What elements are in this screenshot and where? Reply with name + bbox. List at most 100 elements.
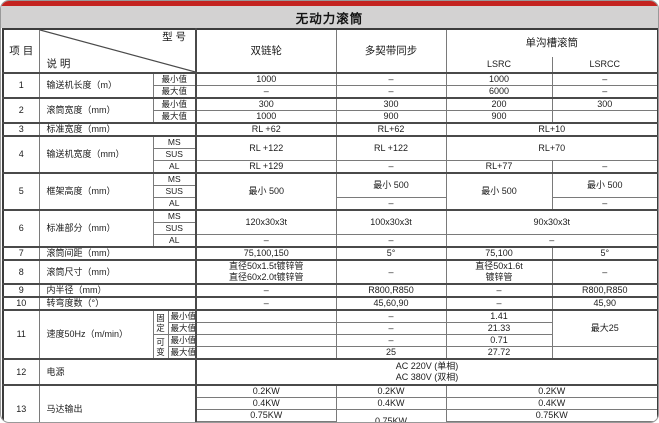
r8-lsrc-line2: 镀锌管 (485, 272, 513, 282)
r5-al-label: AL (152, 197, 197, 211)
cell-r11-fmin-mb: – (335, 309, 447, 323)
cell-r9-lsrc: – (445, 283, 553, 298)
cell-r5-al-lsrcc: – (551, 197, 658, 211)
cell-r1-max-mb: – (335, 85, 447, 99)
cell-r2-min-mb: 300 (335, 97, 447, 111)
cell-r2-max-mb: 900 (335, 110, 447, 124)
r6-no: 6 (2, 209, 40, 248)
cell-r4-mssus-single-groove: RL+70 (445, 135, 658, 161)
cell-r4-mssus-dc: RL +122 (195, 135, 337, 161)
cell-r11-vmax-mb: 25 (335, 346, 447, 360)
header-col-single-groove: 单沟槽滚筒 (445, 28, 658, 57)
r8-dc-line1: 直径50x1.5t镀锌管 (228, 261, 304, 271)
cell-r10-lsrc: – (445, 296, 553, 311)
cell-r1-min-lsrc: 1000 (445, 72, 553, 86)
r1-label: 输送机长度（m） (38, 72, 154, 99)
cell-r11-vmax-lsrc: 27.72 (445, 346, 553, 360)
header-col-lsrc: LSRC (445, 57, 553, 74)
cell-r11-fmax-mb: – (335, 322, 447, 335)
cell-r9-lsrcc: R800,R850 (551, 283, 658, 298)
cell-r11-vmin-lsrc: 0.71 (445, 334, 553, 347)
r12-no: 12 (2, 358, 40, 386)
cell-r13-2-single-groove: 0.4KW (445, 397, 658, 410)
cell-r11-fmin-lsrc: 1.41 (445, 309, 553, 323)
cell-r13-1-single-groove: 0.2KW (445, 384, 658, 398)
header-desc: 说 明 (46, 58, 71, 70)
cell-r11-vmax-lsrcc-empty (551, 346, 658, 360)
r4-al-label: AL (152, 160, 197, 174)
r9-label: 内半径（mm） (38, 283, 197, 298)
r10-label: 转弯度数（°） (38, 296, 197, 311)
cell-r4-al-mb: – (335, 160, 447, 174)
cell-r10-dc: – (195, 296, 337, 311)
cell-r9-dc: – (195, 283, 337, 298)
header-item: 项 目 (2, 28, 40, 74)
top-red-bar (1, 1, 658, 6)
r4-sus-label: SUS (152, 148, 197, 161)
r5-label: 框架高度（mm） (38, 172, 154, 211)
cell-r1-max-lsrcc: – (551, 85, 658, 99)
diagonal-divider-line (40, 30, 195, 72)
cell-r5-mssus-lsrcc: 最小 500 (551, 172, 658, 198)
cell-r6-al-single-groove: – (445, 234, 658, 248)
cell-r10-lsrcc: 45,90 (551, 296, 658, 311)
cell-r8-mb: – (335, 259, 447, 285)
r4-no: 4 (2, 135, 40, 174)
cell-r4-al-dc: RL +129 (195, 160, 337, 174)
cell-r2-max-dc: 1000 (195, 110, 337, 124)
cell-r4-al-lsrc: RL+77 (445, 160, 553, 174)
r11-fixed-max-label: 最大值 (167, 322, 197, 335)
header-col-multi-belt: 多契带同步 (335, 28, 447, 74)
header-model: 型 号 (162, 31, 186, 43)
r11-var-max-label: 最大值 (167, 346, 197, 360)
r9-no: 9 (2, 283, 40, 298)
r7-no: 7 (2, 246, 40, 261)
cell-r5-al-mb: – (335, 197, 447, 211)
r3-no: 3 (2, 122, 40, 137)
r8-dc-line2: 直径60x2.0t镀锌管 (228, 272, 304, 282)
r11-variable-label: 可变 (152, 334, 169, 360)
cell-r13-1-mb: 0.2KW (335, 384, 447, 398)
r11-fixed-label: 固定 (152, 309, 169, 335)
r6-al-label: AL (152, 234, 197, 248)
r11-var-min-label: 最小值 (167, 334, 197, 347)
cell-r6-al-mb: – (335, 234, 447, 248)
cell-r13-34-mb: 0.75KW (335, 409, 447, 422)
r6-ms-label: MS (152, 209, 197, 223)
r13-no: 13 (2, 384, 40, 422)
r1-min-label: 最小值 (152, 72, 197, 86)
cell-r4-al-lsrcc: – (551, 160, 658, 174)
cell-r11-fmax-lsrc: 21.33 (445, 322, 553, 335)
cell-r13-4-dc: 1.5KW (195, 421, 337, 422)
cell-r10-mb: 45,60,90 (335, 296, 447, 311)
r6-sus-label: SUS (152, 222, 197, 235)
cell-r5-mssus-mb: 最小 500 (335, 172, 447, 198)
r11-label: 速度50Hz（m/min） (38, 309, 154, 360)
spec-table: 项 目 说 明 型 号 双链轮 多契带同步 单沟槽滚筒 LSRC LSRCC 1… (2, 28, 658, 422)
cell-r11-fmin-dc (195, 309, 337, 323)
cell-r2-max-lsrc: 900 (445, 110, 553, 124)
r13-label: 马达输出 (38, 384, 197, 422)
cell-r3-dc: RL +62 (195, 122, 337, 137)
r5-ms-label: MS (152, 172, 197, 186)
cell-r7-mb: 5° (335, 246, 447, 261)
cell-r1-min-lsrcc: – (551, 72, 658, 86)
header-col-double-chain: 双链轮 (195, 28, 337, 74)
r8-no: 8 (2, 259, 40, 285)
cell-r5-lsrc: 最小 500 (445, 172, 553, 211)
page-title: 无动力滚筒 (295, 11, 364, 26)
cell-r2-max-lsrcc-empty (551, 110, 658, 124)
r2-label: 滚筒宽度（mm） (38, 97, 154, 124)
r8-lsrc-line1: 直径50x1.6t (475, 261, 523, 271)
cell-r2-min-dc: 300 (195, 97, 337, 111)
cell-r11-fmax-dc (195, 322, 337, 335)
cell-r6-al-dc: – (195, 234, 337, 248)
cell-r6-mssus-single-groove: 90x30x3t (445, 209, 658, 235)
cell-r12-power: AC 220V (单相) AC 380V (双相) (195, 358, 658, 386)
cell-r9-mb: R800,R850 (335, 283, 447, 298)
r5-no: 5 (2, 172, 40, 211)
r8-label: 滚筒尺寸（mm） (38, 259, 197, 285)
cell-r13-3-dc: 0.75KW (195, 409, 337, 422)
r4-label: 输送机宽度（mm） (38, 135, 154, 174)
